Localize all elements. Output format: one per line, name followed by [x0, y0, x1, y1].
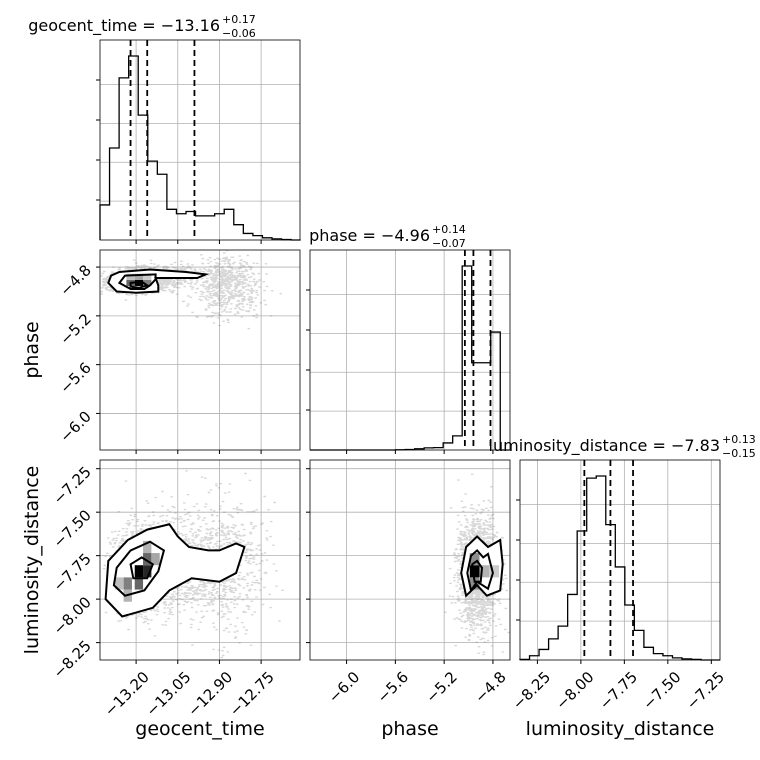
- xtick-label: −8.25: [509, 668, 554, 713]
- density-cell: [126, 273, 135, 280]
- contour-line: [104, 523, 246, 618]
- title-phase-plus: +0.14: [432, 223, 466, 236]
- panel-frame: [309, 459, 511, 661]
- xlabel-phase: phase: [381, 718, 438, 740]
- ytick-label: −5.6: [56, 359, 94, 397]
- title-luminosity-distance-text: luminosity_distance = −7.83: [489, 436, 720, 456]
- ytick-label: −8.25: [50, 637, 95, 682]
- ytick-label: −7.50: [50, 506, 95, 551]
- density-cell: [134, 577, 144, 590]
- title-luminosity-distance-plus: +0.13: [722, 433, 756, 446]
- ylabel-luminosity-distance: luminosity_distance: [21, 466, 43, 655]
- title-phase-minus: −0.07: [432, 237, 466, 250]
- density-cell: [134, 565, 144, 578]
- density-cell: [151, 553, 160, 566]
- panel-phase-hist: [306, 249, 511, 454]
- density-cell: [143, 553, 152, 566]
- scatter-and-density: [444, 473, 510, 656]
- panel-geocent-time-vs-luminosity-distance: −13.20−13.05−12.90−12.75−8.25−8.00−7.75−…: [50, 459, 301, 720]
- density-cell: [143, 273, 152, 280]
- xlabel-geocent-time: geocent_time: [135, 718, 264, 740]
- contour-line: [460, 535, 504, 598]
- gridlines: [520, 460, 720, 660]
- contour-line: [471, 559, 484, 583]
- xtick-label: −7.50: [639, 668, 684, 713]
- title-phase: phase = −4.96 +0.14 −0.07: [309, 223, 466, 250]
- xtick-label: −5.2: [422, 668, 460, 706]
- contour-line: [129, 280, 150, 289]
- ytick-label: −7.25: [50, 463, 95, 508]
- density-cell: [123, 577, 132, 590]
- panel-frame: [99, 249, 301, 451]
- title-phase-text: phase = −4.96: [309, 226, 430, 245]
- ytick-label: −5.2: [56, 310, 94, 348]
- xtick-label: −4.8: [471, 668, 509, 706]
- xtick-label: −12.75: [226, 668, 278, 720]
- title-geocent-time: geocent_time = −13.16 +0.17 −0.06: [28, 13, 256, 40]
- histogram-step: [519, 475, 721, 661]
- density-cell: [469, 565, 480, 578]
- title-geocent-time-text: geocent_time = −13.16: [28, 16, 220, 36]
- xtick-label: −13.05: [143, 668, 195, 720]
- contour-line: [112, 540, 166, 597]
- density-cell: [143, 279, 152, 286]
- panel-frame: [519, 459, 721, 661]
- scatter-and-density: [100, 250, 283, 330]
- density-cell: [115, 577, 124, 590]
- histogram-step: [99, 55, 301, 241]
- panel-frame: [99, 39, 301, 241]
- density-cell: [489, 565, 500, 578]
- panel-frame: [309, 249, 511, 451]
- density-fill: [105, 524, 245, 617]
- panel-frame: [99, 459, 301, 661]
- contour-line: [129, 556, 155, 580]
- gridlines: [100, 40, 300, 240]
- contour-line: [107, 268, 210, 294]
- xtick-label: −7.25: [683, 668, 728, 713]
- scatter-and-density: [100, 470, 300, 659]
- panel-geocent-time-vs-phase: −6.0 −5.6 −5.2 −4.8: [56, 249, 301, 454]
- contour-line: [117, 273, 157, 290]
- gridlines: [310, 250, 510, 450]
- ytick-label: −8.00: [50, 593, 95, 638]
- xtick-label: −5.6: [374, 668, 412, 706]
- ytick-label: −7.75: [50, 550, 95, 595]
- panel-geocent-time-hist: [96, 39, 301, 244]
- density-cell: [143, 565, 152, 578]
- title-luminosity-distance: luminosity_distance = −7.83 +0.13 −0.15: [489, 433, 756, 460]
- density-cell: [469, 553, 480, 566]
- density-cell: [143, 540, 152, 554]
- ylabel-phase: phase: [21, 321, 43, 378]
- title-geocent-time-minus: −0.06: [222, 27, 256, 40]
- xtick-label: −6.0: [325, 668, 363, 706]
- panel-luminosity-distance-hist: −8.25−8.00−7.75−7.50−7.25: [509, 459, 728, 713]
- density-cell: [479, 565, 490, 578]
- panel-phase-vs-luminosity-distance: −6.0 −5.6 −5.2 −4.8: [306, 459, 511, 707]
- histogram-step: [310, 265, 510, 451]
- xtick-label: −7.75: [596, 668, 641, 713]
- density-cell: [134, 273, 144, 280]
- gridlines: [100, 250, 300, 450]
- xtick-label: −8.00: [552, 668, 597, 713]
- xlabel-luminosity-distance: luminosity_distance: [526, 718, 715, 740]
- title-geocent-time-plus: +0.17: [222, 13, 256, 26]
- xtick-label: −13.20: [101, 668, 153, 720]
- contour-line: [466, 548, 494, 593]
- xtick-label: −12.90: [184, 668, 236, 720]
- title-luminosity-distance-minus: −0.15: [722, 447, 756, 460]
- ytick-label: −4.8: [56, 261, 94, 299]
- ytick-label: −6.0: [56, 408, 94, 446]
